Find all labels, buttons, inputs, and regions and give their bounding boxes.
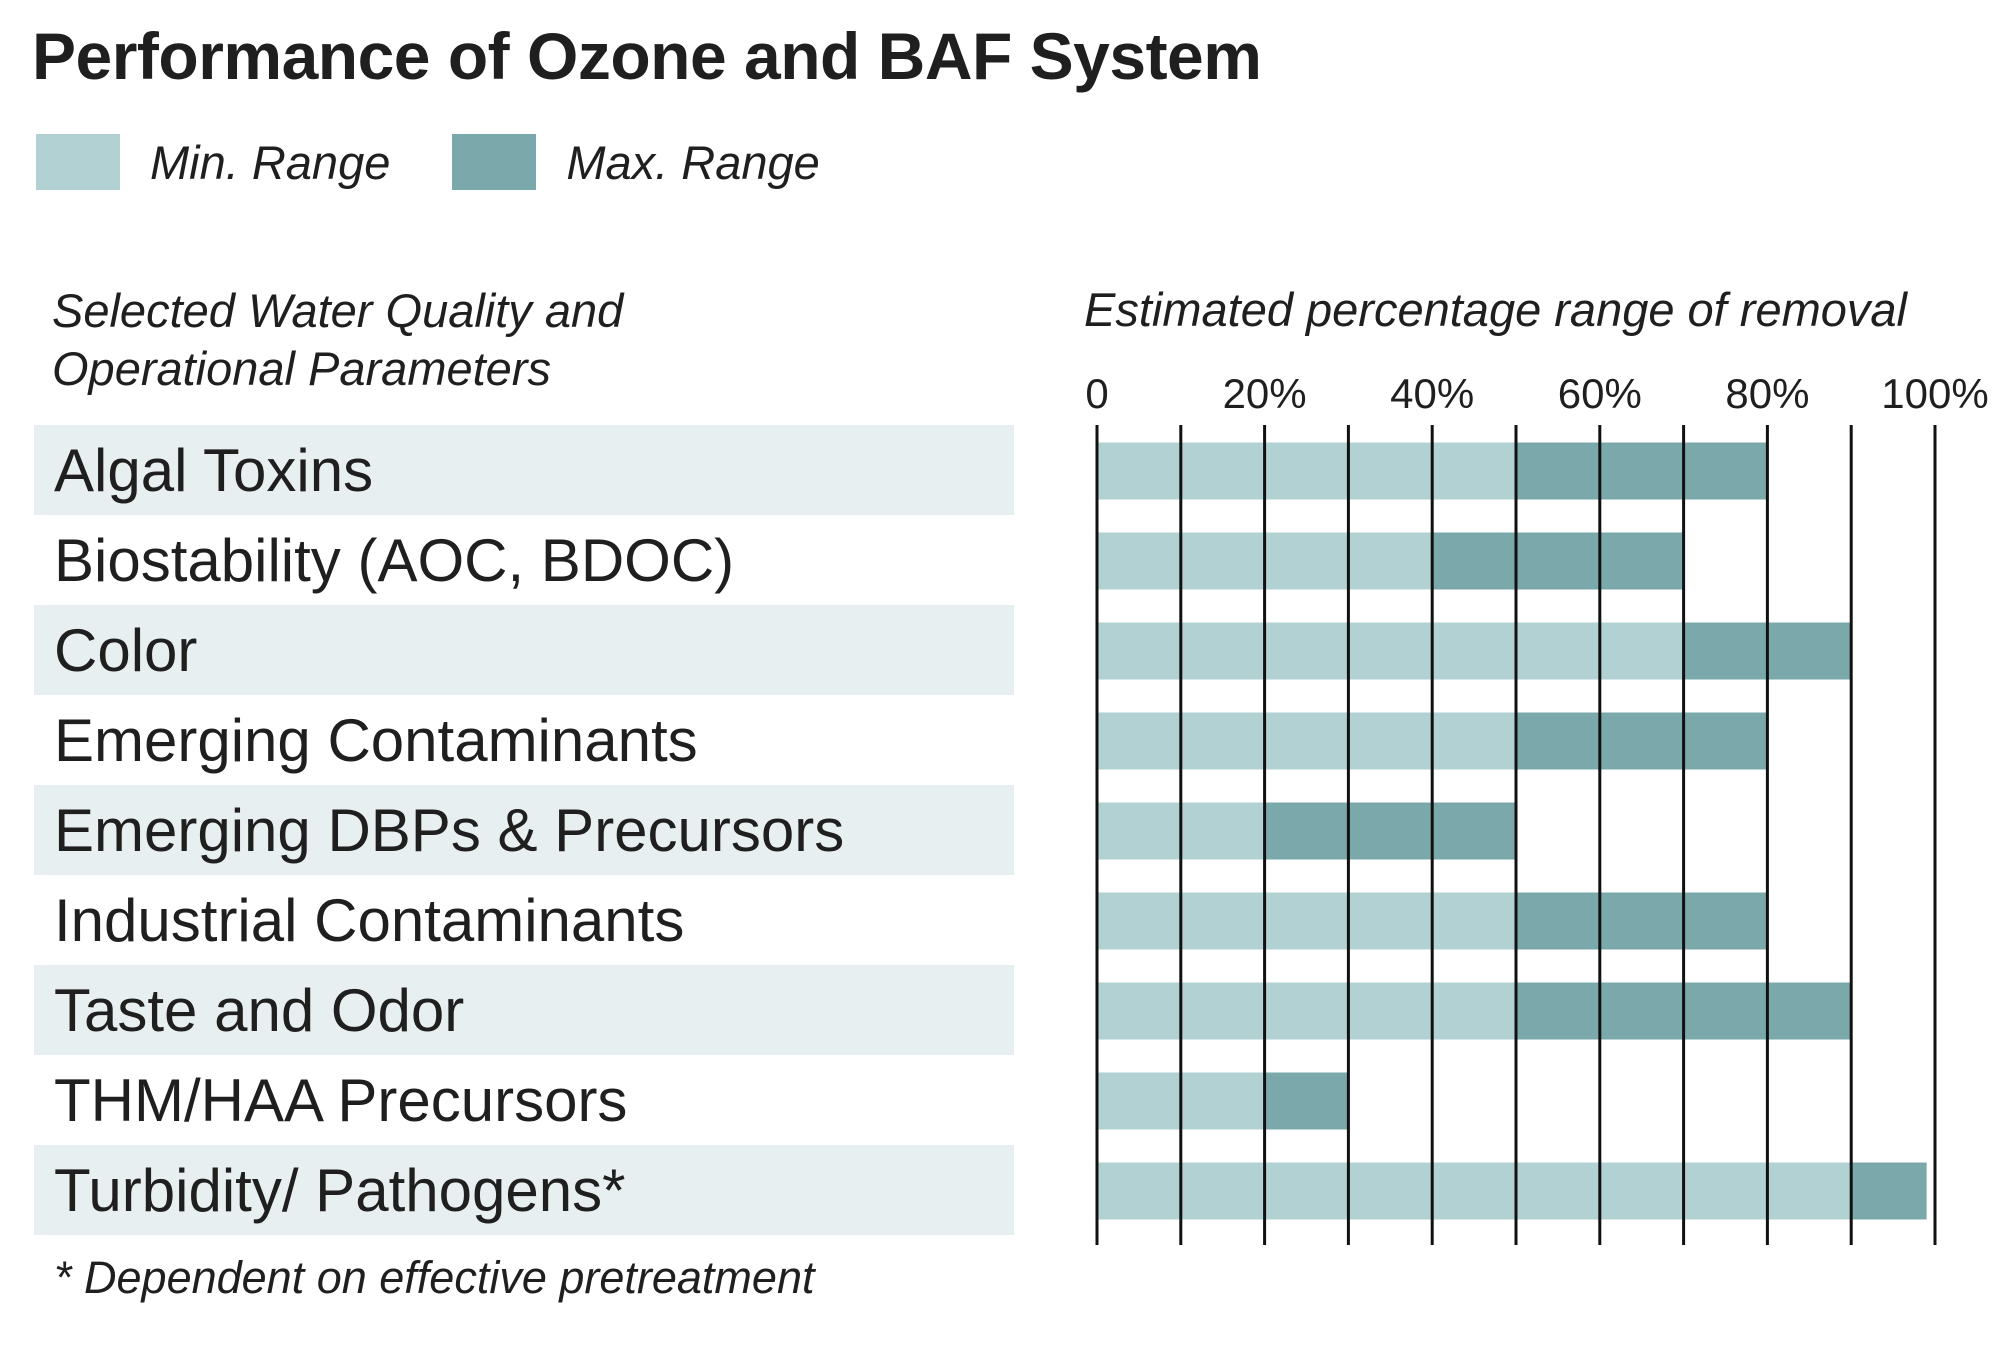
category-row: Industrial Contaminants [34, 875, 1014, 965]
category-row: Emerging Contaminants [34, 695, 1014, 785]
legend-item-max: Max. Range [452, 134, 820, 190]
category-row: THM/HAA Precursors [34, 1055, 1014, 1145]
category-label: Color [54, 616, 198, 684]
category-row: Algal Toxins [34, 425, 1014, 515]
category-row: Turbidity/ Pathogens* [34, 1145, 1014, 1235]
bar-min-range [1097, 1162, 1852, 1220]
legend: Min. Range Max. Range [36, 132, 882, 192]
category-label: Biostability (AOC, BDOC) [54, 526, 735, 594]
bar-max-range [1516, 712, 1768, 770]
category-row: Color [34, 605, 1014, 695]
x-tick-label: 80% [1725, 370, 1809, 417]
category-row: Emerging DBPs & Precursors [34, 785, 1014, 875]
x-tick-label: 60% [1558, 370, 1642, 417]
category-label: Turbidity/ Pathogens* [54, 1156, 626, 1224]
parameters-header: Selected Water Quality and Operational P… [52, 282, 952, 398]
x-tick-label: 20% [1223, 370, 1307, 417]
legend-swatch-min [36, 134, 120, 190]
bar-min-range [1097, 892, 1516, 950]
category-label: Industrial Contaminants [54, 886, 685, 954]
bar-max-range [1264, 1072, 1349, 1130]
legend-label-min: Min. Range [150, 135, 391, 189]
bar-min-range [1097, 982, 1516, 1040]
category-label: Algal Toxins [54, 436, 374, 504]
category-label: Taste and Odor [54, 976, 465, 1044]
chart-title: Performance of Ozone and BAF System [32, 19, 1262, 93]
bar-min-range [1097, 442, 1516, 500]
x-axis-label: Estimated percentage range of removal [1084, 283, 1907, 336]
category-label: THM/HAA Precursors [54, 1066, 628, 1134]
parameters-header-line-2: Operational Parameters [52, 342, 551, 395]
bar-min-range [1097, 712, 1516, 770]
category-row: Taste and Odor [34, 965, 1014, 1055]
parameters-header-line-1: Selected Water Quality and [52, 284, 624, 337]
legend-item-min: Min. Range [36, 134, 390, 190]
category-row: Biostability (AOC, BDOC) [34, 515, 1014, 605]
bar-max-range [1516, 892, 1768, 950]
footnote: * Dependent on effective pretreatment [54, 1252, 815, 1303]
category-label: Emerging Contaminants [54, 706, 698, 774]
bar-max-range [1851, 1162, 1927, 1220]
x-tick-label: 100% [1881, 370, 1988, 417]
bar-min-range [1097, 622, 1684, 680]
legend-swatch-max [452, 134, 537, 190]
bar-max-range [1264, 802, 1516, 860]
x-tick-label: 40% [1390, 370, 1474, 417]
legend-label-max: Max. Range [566, 135, 820, 189]
x-tick-label: 0 [1085, 370, 1108, 417]
bar-max-range [1516, 442, 1768, 500]
bar-max-range [1432, 532, 1684, 590]
category-label: Emerging DBPs & Precursors [54, 796, 845, 864]
